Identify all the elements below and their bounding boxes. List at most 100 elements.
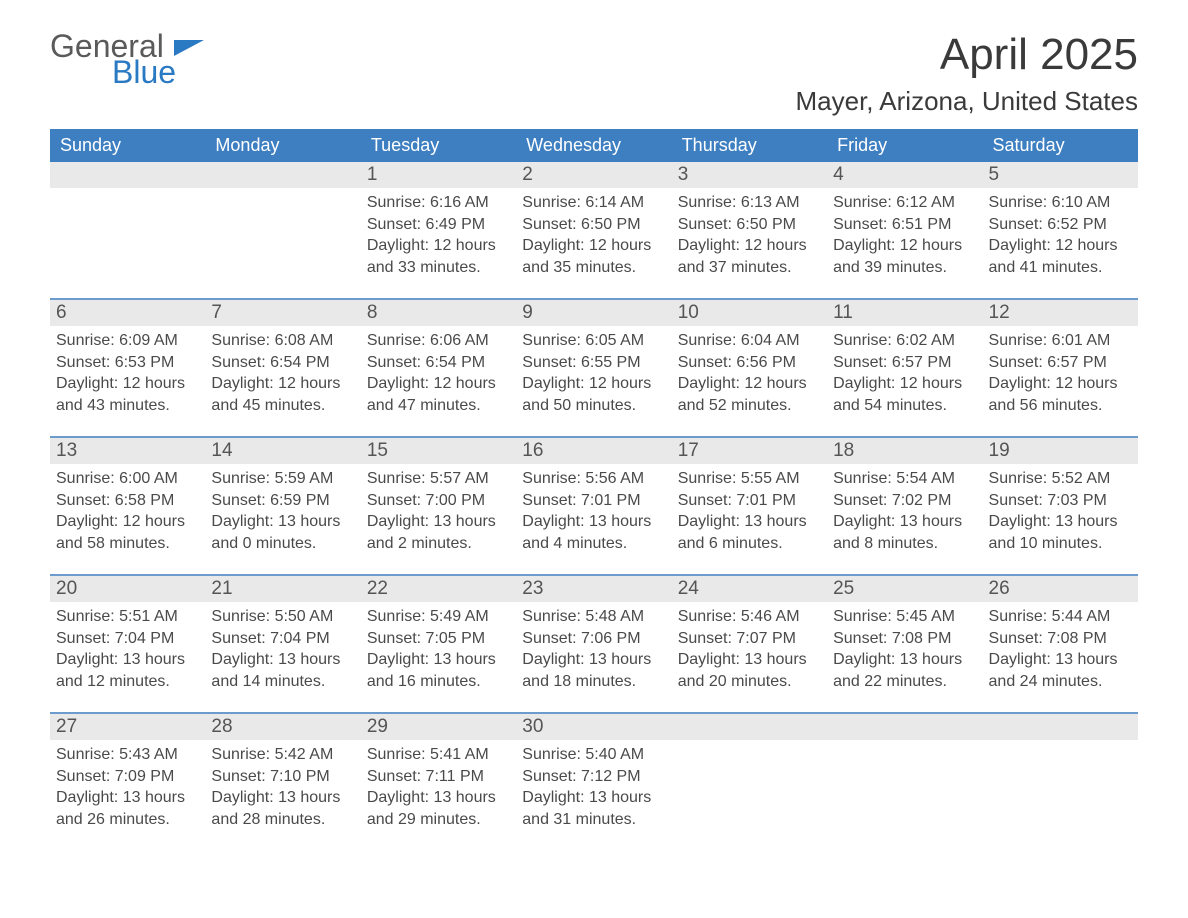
sunrise-text: Sunrise: 5:48 AM xyxy=(522,606,665,628)
sunrise-text: Sunrise: 6:10 AM xyxy=(989,192,1132,214)
day-content: Sunrise: 5:48 AMSunset: 7:06 PMDaylight:… xyxy=(522,606,665,692)
daylight-text: Daylight: 12 hours and 41 minutes. xyxy=(989,235,1132,278)
sunrise-text: Sunrise: 6:04 AM xyxy=(678,330,821,352)
day-content: Sunrise: 6:16 AMSunset: 6:49 PMDaylight:… xyxy=(367,192,510,278)
day-cell: 11Sunrise: 6:02 AMSunset: 6:57 PMDayligh… xyxy=(827,300,982,420)
daylight-text: Daylight: 13 hours and 12 minutes. xyxy=(56,649,199,692)
location-subtitle: Mayer, Arizona, United States xyxy=(795,86,1138,117)
day-cell: 12Sunrise: 6:01 AMSunset: 6:57 PMDayligh… xyxy=(983,300,1138,420)
day-cell xyxy=(205,162,360,282)
week-row: 27Sunrise: 5:43 AMSunset: 7:09 PMDayligh… xyxy=(50,712,1138,834)
sunrise-text: Sunrise: 5:59 AM xyxy=(211,468,354,490)
day-content: Sunrise: 5:44 AMSunset: 7:08 PMDaylight:… xyxy=(989,606,1132,692)
day-number: 12 xyxy=(983,300,1138,326)
sunrise-text: Sunrise: 5:41 AM xyxy=(367,744,510,766)
day-cell: 24Sunrise: 5:46 AMSunset: 7:07 PMDayligh… xyxy=(672,576,827,696)
sunrise-text: Sunrise: 6:06 AM xyxy=(367,330,510,352)
sunset-text: Sunset: 6:57 PM xyxy=(989,352,1132,374)
sunrise-text: Sunrise: 5:55 AM xyxy=(678,468,821,490)
sunset-text: Sunset: 6:54 PM xyxy=(211,352,354,374)
sunset-text: Sunset: 6:58 PM xyxy=(56,490,199,512)
day-content: Sunrise: 6:02 AMSunset: 6:57 PMDaylight:… xyxy=(833,330,976,416)
daylight-text: Daylight: 13 hours and 22 minutes. xyxy=(833,649,976,692)
sunrise-text: Sunrise: 5:42 AM xyxy=(211,744,354,766)
sunrise-text: Sunrise: 6:16 AM xyxy=(367,192,510,214)
day-number: 10 xyxy=(672,300,827,326)
sunset-text: Sunset: 7:04 PM xyxy=(56,628,199,650)
sunrise-text: Sunrise: 6:14 AM xyxy=(522,192,665,214)
day-cell xyxy=(672,714,827,834)
day-cell xyxy=(983,714,1138,834)
day-cell: 1Sunrise: 6:16 AMSunset: 6:49 PMDaylight… xyxy=(361,162,516,282)
day-content: Sunrise: 6:05 AMSunset: 6:55 PMDaylight:… xyxy=(522,330,665,416)
day-cell: 30Sunrise: 5:40 AMSunset: 7:12 PMDayligh… xyxy=(516,714,671,834)
day-number xyxy=(827,714,982,740)
day-cell: 28Sunrise: 5:42 AMSunset: 7:10 PMDayligh… xyxy=(205,714,360,834)
sunrise-text: Sunrise: 5:56 AM xyxy=(522,468,665,490)
sunrise-text: Sunrise: 5:40 AM xyxy=(522,744,665,766)
day-cell: 21Sunrise: 5:50 AMSunset: 7:04 PMDayligh… xyxy=(205,576,360,696)
day-number: 16 xyxy=(516,438,671,464)
sunset-text: Sunset: 7:08 PM xyxy=(989,628,1132,650)
day-number: 14 xyxy=(205,438,360,464)
day-content: Sunrise: 5:55 AMSunset: 7:01 PMDaylight:… xyxy=(678,468,821,554)
day-cell: 20Sunrise: 5:51 AMSunset: 7:04 PMDayligh… xyxy=(50,576,205,696)
day-content: Sunrise: 5:45 AMSunset: 7:08 PMDaylight:… xyxy=(833,606,976,692)
day-cell: 18Sunrise: 5:54 AMSunset: 7:02 PMDayligh… xyxy=(827,438,982,558)
sunset-text: Sunset: 6:49 PM xyxy=(367,214,510,236)
day-number: 26 xyxy=(983,576,1138,602)
sunset-text: Sunset: 7:08 PM xyxy=(833,628,976,650)
day-number xyxy=(50,162,205,188)
day-cell: 19Sunrise: 5:52 AMSunset: 7:03 PMDayligh… xyxy=(983,438,1138,558)
sunrise-text: Sunrise: 6:02 AM xyxy=(833,330,976,352)
day-cell: 17Sunrise: 5:55 AMSunset: 7:01 PMDayligh… xyxy=(672,438,827,558)
day-number: 28 xyxy=(205,714,360,740)
daylight-text: Daylight: 12 hours and 37 minutes. xyxy=(678,235,821,278)
day-number: 9 xyxy=(516,300,671,326)
day-number: 24 xyxy=(672,576,827,602)
calendar: SundayMondayTuesdayWednesdayThursdayFrid… xyxy=(50,129,1138,834)
day-number xyxy=(672,714,827,740)
day-content: Sunrise: 6:09 AMSunset: 6:53 PMDaylight:… xyxy=(56,330,199,416)
daylight-text: Daylight: 13 hours and 31 minutes. xyxy=(522,787,665,830)
sunset-text: Sunset: 6:51 PM xyxy=(833,214,976,236)
daylight-text: Daylight: 12 hours and 56 minutes. xyxy=(989,373,1132,416)
sunset-text: Sunset: 7:03 PM xyxy=(989,490,1132,512)
day-content: Sunrise: 6:04 AMSunset: 6:56 PMDaylight:… xyxy=(678,330,821,416)
sunset-text: Sunset: 6:52 PM xyxy=(989,214,1132,236)
day-cell: 13Sunrise: 6:00 AMSunset: 6:58 PMDayligh… xyxy=(50,438,205,558)
sunset-text: Sunset: 7:04 PM xyxy=(211,628,354,650)
day-content: Sunrise: 5:40 AMSunset: 7:12 PMDaylight:… xyxy=(522,744,665,830)
day-cell: 5 Sunrise: 6:10 AMSunset: 6:52 PMDaylight… xyxy=(983,162,1138,282)
day-cell: 25Sunrise: 5:45 AMSunset: 7:08 PMDayligh… xyxy=(827,576,982,696)
day-content: Sunrise: 5:50 AMSunset: 7:04 PMDaylight:… xyxy=(211,606,354,692)
day-cell: 8Sunrise: 6:06 AMSunset: 6:54 PMDaylight… xyxy=(361,300,516,420)
day-number xyxy=(205,162,360,188)
sunset-text: Sunset: 6:50 PM xyxy=(678,214,821,236)
daylight-text: Daylight: 12 hours and 43 minutes. xyxy=(56,373,199,416)
day-number: 2 xyxy=(516,162,671,188)
day-cell: 6Sunrise: 6:09 AMSunset: 6:53 PMDaylight… xyxy=(50,300,205,420)
week-row: 20Sunrise: 5:51 AMSunset: 7:04 PMDayligh… xyxy=(50,574,1138,696)
daylight-text: Daylight: 13 hours and 14 minutes. xyxy=(211,649,354,692)
daylight-text: Daylight: 12 hours and 52 minutes. xyxy=(678,373,821,416)
title-block: April 2025 Mayer, Arizona, United States xyxy=(795,30,1138,117)
weeks-container: 1Sunrise: 6:16 AMSunset: 6:49 PMDaylight… xyxy=(50,162,1138,834)
day-cell: 27Sunrise: 5:43 AMSunset: 7:09 PMDayligh… xyxy=(50,714,205,834)
sunrise-text: Sunrise: 6:00 AM xyxy=(56,468,199,490)
day-content: Sunrise: 5:59 AMSunset: 6:59 PMDaylight:… xyxy=(211,468,354,554)
logo-flag-icon xyxy=(174,40,204,56)
day-cell xyxy=(827,714,982,834)
sunrise-text: Sunrise: 5:50 AM xyxy=(211,606,354,628)
day-content: Sunrise: 5:41 AMSunset: 7:11 PMDaylight:… xyxy=(367,744,510,830)
day-number: 5 xyxy=(983,162,1138,188)
sunrise-text: Sunrise: 5:54 AM xyxy=(833,468,976,490)
daylight-text: Daylight: 13 hours and 18 minutes. xyxy=(522,649,665,692)
sunset-text: Sunset: 7:07 PM xyxy=(678,628,821,650)
day-number: 15 xyxy=(361,438,516,464)
day-number: 13 xyxy=(50,438,205,464)
sunset-text: Sunset: 7:01 PM xyxy=(678,490,821,512)
daylight-text: Daylight: 13 hours and 0 minutes. xyxy=(211,511,354,554)
day-number: 18 xyxy=(827,438,982,464)
weekday-header: Monday xyxy=(205,129,360,162)
